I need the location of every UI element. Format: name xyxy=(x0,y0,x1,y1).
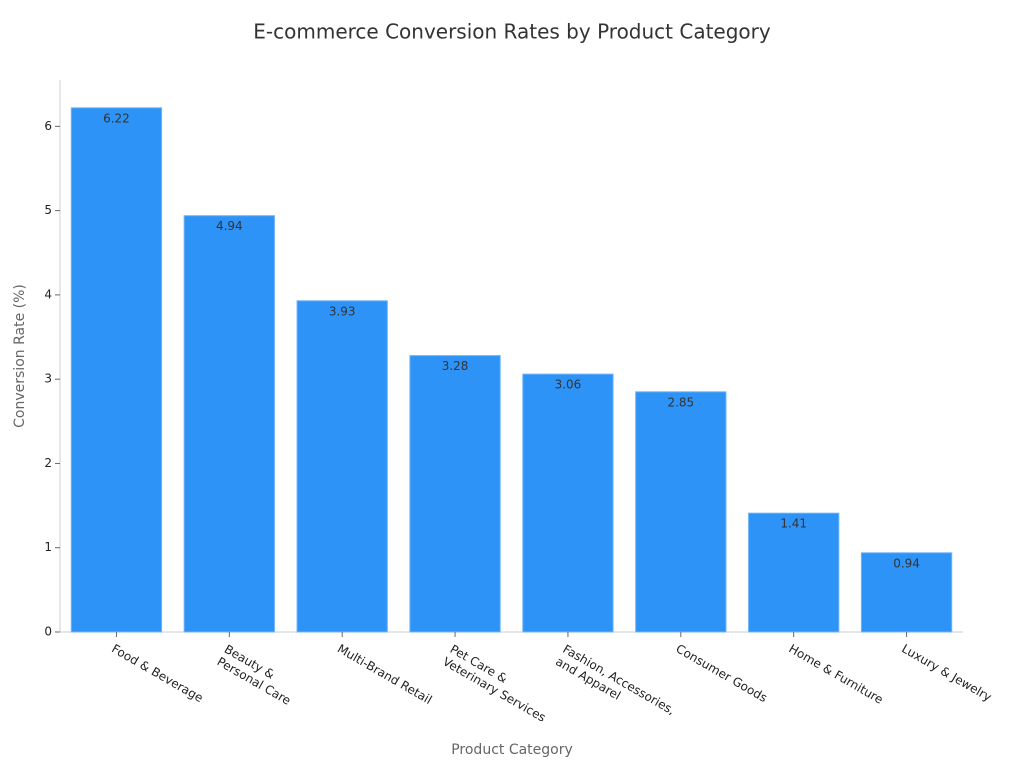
x-tick-label: Luxury & Jewelry xyxy=(899,642,994,705)
bar xyxy=(183,215,275,633)
value-label: 1.41 xyxy=(780,517,807,531)
y-tick-label: 2 xyxy=(44,456,52,470)
x-tick-label: Home & Furniture xyxy=(786,642,885,707)
y-tick-label: 3 xyxy=(44,372,52,386)
value-label: 3.93 xyxy=(329,304,356,318)
y-tick-label: 0 xyxy=(44,625,52,639)
x-tick-label: Fashion, Accessories,and Apparel xyxy=(553,642,677,730)
bar xyxy=(635,391,727,633)
x-tick-label: Pet Care &Veterinary Services xyxy=(441,642,556,725)
bar xyxy=(70,107,163,633)
value-label: 2.85 xyxy=(667,395,694,409)
bar xyxy=(522,373,614,633)
chart-title: E-commerce Conversion Rates by Product C… xyxy=(253,20,771,44)
y-tick-label: 1 xyxy=(44,540,52,554)
x-tick-label: Consumer Goods xyxy=(674,642,770,706)
bar xyxy=(409,355,501,633)
value-label: 6.22 xyxy=(103,111,130,125)
x-tick-label: Beauty &Personal Care xyxy=(215,642,301,708)
value-label: 0.94 xyxy=(893,556,920,570)
x-tick-label: Multi-Brand Retail xyxy=(335,642,434,707)
bar xyxy=(296,300,388,633)
value-label: 4.94 xyxy=(216,219,243,233)
y-tick-label: 4 xyxy=(44,287,52,301)
y-tick-label: 5 xyxy=(44,203,52,217)
bar xyxy=(748,512,840,633)
x-tick-label: Food & Beverage xyxy=(109,642,205,706)
value-label: 3.28 xyxy=(442,359,469,373)
value-label: 3.06 xyxy=(555,378,582,392)
x-axis-label: Product Category xyxy=(451,742,573,758)
y-axis-label: Conversion Rate (%) xyxy=(12,284,28,428)
y-tick-label: 6 xyxy=(44,119,52,133)
